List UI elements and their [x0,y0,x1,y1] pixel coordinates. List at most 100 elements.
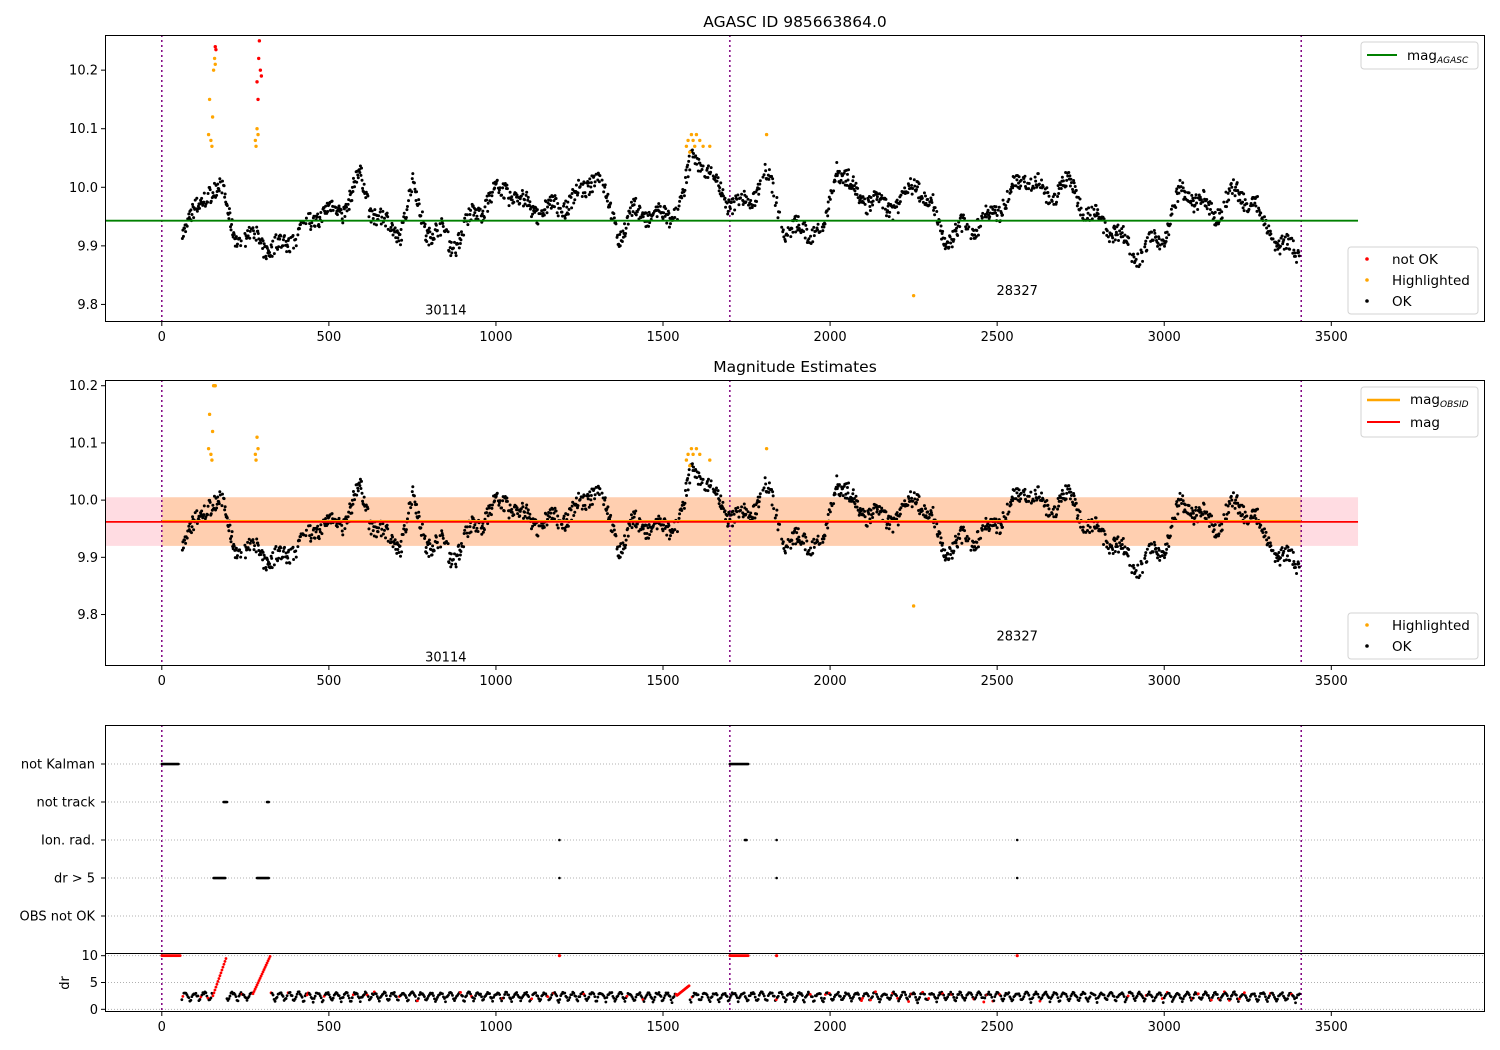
ok-point [1105,541,1109,545]
ok-point [1114,542,1118,546]
dr-ok-point [558,998,562,1001]
dr-ok-point [384,994,388,998]
ok-point [1014,497,1018,501]
ok-point [542,213,546,217]
ok-point [826,512,830,516]
ok-point [405,205,409,209]
ok-point [936,222,940,226]
ok-point [602,503,606,507]
ok-point [427,226,431,230]
agasc-points-legend: not OK Highlighted OK [1347,246,1479,315]
ok-point [1279,556,1283,560]
dr-ok-point [952,995,956,999]
dr-ok-point [659,994,663,998]
ok-point [944,245,948,249]
ok-point [386,227,390,231]
ok-point [774,201,778,205]
ok-point [386,539,390,543]
ok-point [725,514,729,518]
ok-point [629,513,633,517]
ok-point [955,538,959,542]
dr-ok-point [779,990,783,994]
ok-point [776,216,780,220]
ok-point [278,549,282,553]
dr-ok-point [614,997,618,1001]
ok-point [276,559,280,563]
ok-point [739,196,743,200]
dr-ok-point [1147,990,1151,994]
ok-point [920,509,924,513]
ok-point [918,512,922,516]
ok-point [319,211,323,215]
ok-point [1001,525,1005,529]
ok-point [424,234,428,238]
dr-ok-point [669,998,673,1002]
ok-point [402,211,406,215]
dr-ok-point [810,995,814,999]
ok-point [1187,191,1191,195]
ok-point [324,204,328,208]
ok-point [439,545,443,549]
ok-point [515,193,519,197]
ok-point [829,189,833,193]
ok-point [994,205,998,209]
dr-not-ok-point [861,996,864,1000]
ok-point [694,467,698,471]
ok-point [810,540,814,544]
ok-point [733,208,737,212]
ok-point [357,168,361,172]
ok-point [1032,499,1036,503]
ok-point [218,490,222,494]
dr-ok-point [1237,1000,1240,1003]
ok-point [566,200,570,204]
ok-point [553,194,557,198]
ok-point [1283,235,1287,239]
flag-point [1015,876,1019,880]
ok-point [428,230,432,234]
highlighted-point [209,138,213,143]
ok-point [350,511,354,515]
dr-ok-point [295,992,299,996]
ok-point [1261,530,1265,534]
ok-point [1047,507,1051,511]
ok-point [1111,547,1115,551]
ok-point [805,227,809,231]
ok-point [232,233,236,237]
ok-point [1257,208,1261,212]
ok-point [468,212,472,216]
ok-point [1040,178,1044,182]
ok-point [641,527,645,531]
ok-point [497,188,501,192]
ok-point [865,212,869,216]
ok-point [603,183,607,187]
dr-ok-point [505,990,509,994]
ok-point [632,515,636,519]
dr-ok-point [297,990,301,994]
dr-ok-point [957,993,961,996]
ok-point [963,217,967,221]
ok-point [697,157,701,161]
dr-ok-point [1210,996,1214,999]
ok-point [1293,251,1297,255]
ok-point [377,214,381,218]
legend-ok: OK [1392,639,1413,655]
dr-ok-point [463,999,466,1003]
ok-point [512,513,516,517]
ok-point [578,185,582,189]
ok-point [359,486,363,490]
ok-point [723,196,727,200]
dr-ok-point [1218,998,1222,1002]
ok-point [1225,517,1229,521]
ok-point [1053,193,1057,197]
ok-point [261,239,265,243]
ok-point [1297,562,1301,566]
ok-point [478,207,482,211]
ok-point [888,523,892,527]
ok-point [682,194,686,198]
ok-point [845,486,849,490]
ok-point [1238,511,1242,515]
dr-ok-point [245,998,249,1002]
ok-point [1033,488,1037,492]
ok-point [726,524,730,528]
ok-point [880,194,884,198]
